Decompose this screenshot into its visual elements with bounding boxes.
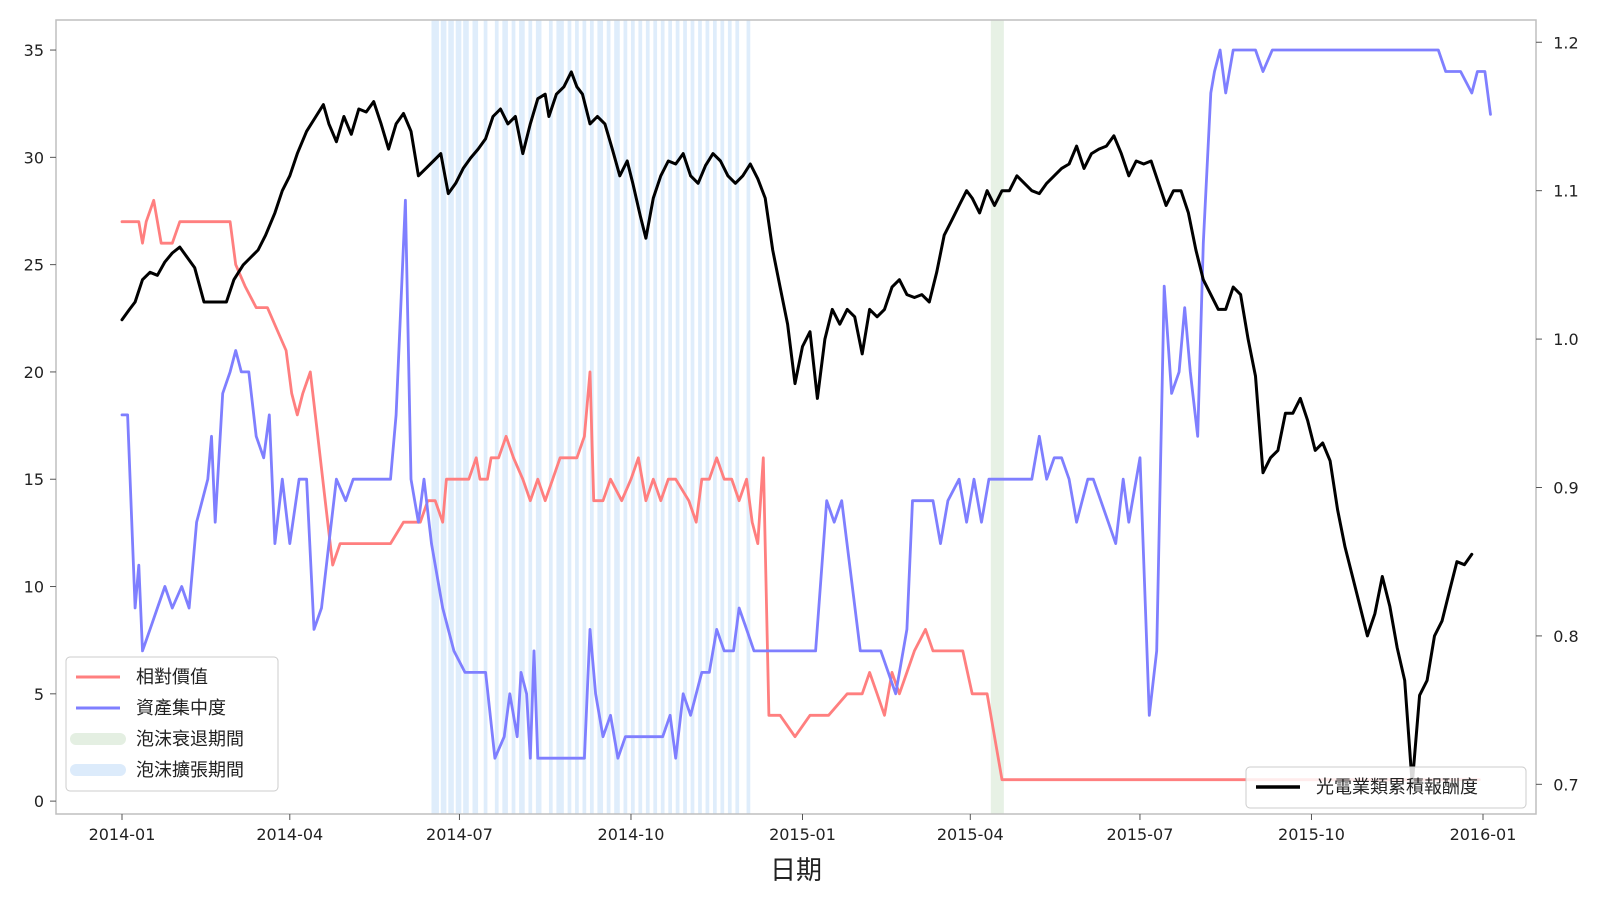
y-left-tick-label: 10	[24, 578, 44, 597]
legend-label-1: 資產集中度	[136, 698, 226, 719]
series-layer	[120, 48, 1492, 786]
bubble-expansion-band-28	[668, 20, 672, 814]
bubble-expansion-band-2	[448, 20, 454, 814]
bubble-expansion-band-5	[472, 20, 479, 814]
legend-label-0: 相對價值	[136, 667, 208, 688]
y-left-tick-label: 0	[34, 792, 44, 811]
plot-frame	[55, 19, 1537, 815]
y-right-tick-label: 0.9	[1550, 478, 1579, 497]
bubble-expansion-band-27	[660, 20, 665, 814]
bubble-expansion-band-22	[623, 20, 628, 814]
x-tick-label: 2015-04	[937, 825, 1004, 844]
series-line-1	[120, 48, 1492, 760]
bubble-expansion-band-23	[630, 20, 635, 814]
bubble-expansion-band-31	[690, 20, 695, 814]
shaded-periods-layer	[431, 20, 1004, 814]
bubble-expansion-band-15	[567, 20, 572, 814]
y-left-tick-label: 20	[24, 363, 44, 382]
y-left-tick-label: 15	[24, 470, 44, 489]
y-right-tick-label: 0.8	[1550, 627, 1579, 646]
x-tick-label: 2015-01	[769, 825, 836, 844]
bubble-expansion-band-1	[440, 20, 447, 814]
x-tick-label: 2015-10	[1278, 825, 1345, 844]
bubble-expansion-band-6	[483, 20, 488, 814]
bubble-expansion-band-10	[519, 20, 525, 814]
bubble-expansion-band-35	[720, 20, 725, 814]
y-left-tick-label: 5	[34, 685, 44, 704]
legend-box	[65, 656, 279, 792]
x-tick-label: 2014-07	[426, 825, 493, 844]
bubble-expansion-band-33	[705, 20, 710, 814]
bubble-expansion-band-30	[683, 20, 687, 814]
bubble-expansion-band-7	[494, 20, 499, 814]
legend-label-3: 泡沫擴張期間	[136, 760, 244, 781]
y-left-tick-label: 25	[24, 256, 44, 275]
bubble-expansion-band-9	[511, 20, 516, 814]
x-tick-label: 2014-04	[256, 825, 323, 844]
bubble-expansion-band-3	[455, 20, 462, 814]
bubble-expansion-band-11	[528, 20, 533, 814]
bubble-expansion-band-24	[638, 20, 643, 814]
bubble-expansion-band-17	[582, 20, 587, 814]
bubble-expansion-band-29	[675, 20, 680, 814]
bubble-expansion-band-20	[606, 20, 611, 814]
bubble-expansion-band-8	[502, 20, 508, 814]
bubble-expansion-band-21	[614, 20, 620, 814]
series-line-0	[120, 198, 1481, 782]
bubble-expansion-band-37	[735, 20, 740, 814]
axis-layer: 2014-01 2014-04 2014-07 2014-10 2015-01 2015-…	[24, 33, 1579, 844]
y-left-tick-label: 30	[24, 148, 44, 167]
bubble-expansion-band-25	[645, 20, 650, 814]
x-axis-title: 日期	[770, 856, 822, 886]
bubble-expansion-band-19	[597, 20, 604, 814]
series-line-2	[120, 70, 1474, 786]
y-right-tick-label: 1.2	[1550, 33, 1579, 52]
y-right-tick-label: 1.0	[1550, 330, 1579, 349]
y-right-tick-label: 1.1	[1550, 182, 1579, 201]
bubble-expansion-band-36	[727, 20, 732, 814]
bubble-expansion-band-14	[556, 20, 564, 814]
x-tick-label: 2016-01	[1450, 825, 1517, 844]
bubble-expansion-band-32	[698, 20, 702, 814]
legend-right: 光電業類累積報酬度	[1245, 766, 1527, 809]
bubble-expansion-band-13	[548, 20, 553, 814]
bubble-expansion-band-16	[575, 20, 579, 814]
bubble-expansion-band-4	[463, 20, 469, 814]
legend-label-2: 泡沫衰退期間	[136, 729, 244, 750]
legend-box	[1245, 766, 1527, 809]
bubble-expansion-band-12	[535, 20, 542, 814]
x-tick-label: 2015-07	[1107, 825, 1174, 844]
y-right-tick-label: 0.7	[1550, 775, 1579, 794]
x-tick-label: 2014-10	[598, 825, 665, 844]
bubble-expansion-band-0	[431, 20, 439, 814]
legend-label-0: 光電業類累積報酬度	[1316, 777, 1478, 798]
bubble-expansion-band-26	[653, 20, 658, 814]
bubble-expansion-band-38	[746, 20, 751, 814]
y-left-tick-label: 35	[24, 41, 44, 60]
x-tick-label: 2014-01	[89, 825, 156, 844]
bubble-recession-band-0	[990, 20, 1004, 814]
bubble-expansion-band-34	[713, 20, 717, 814]
